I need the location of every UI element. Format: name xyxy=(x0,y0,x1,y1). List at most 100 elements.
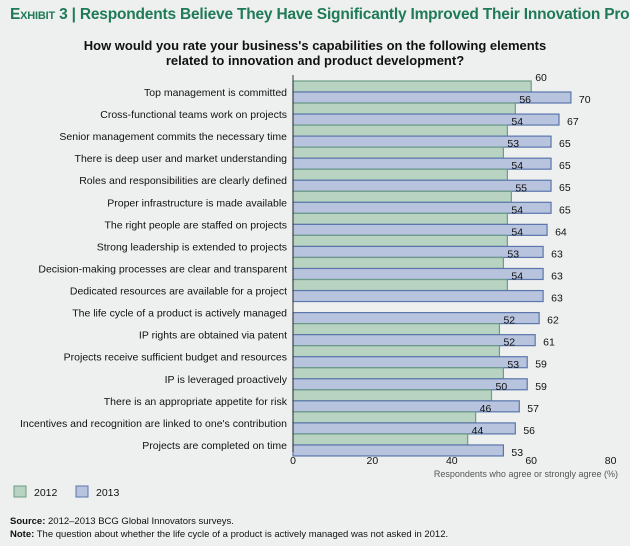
bar-2012 xyxy=(292,168,508,181)
category-label: Cross-functional teams work on projects xyxy=(100,109,287,121)
x-tick-label: 0 xyxy=(290,455,296,467)
data-label-2013: 65 xyxy=(559,138,571,150)
data-label-2012: 53 xyxy=(507,359,519,371)
data-label-2012: 56 xyxy=(519,94,531,106)
data-label-2013: 65 xyxy=(559,204,571,216)
data-label-2012: 54 xyxy=(511,271,523,283)
source-text: 2012–2013 BCG Global Innovators surveys. xyxy=(48,516,234,527)
legend-swatch-2013 xyxy=(75,485,89,498)
data-label-2013: 63 xyxy=(551,293,563,305)
note-line: Note: The question about whether the lif… xyxy=(10,529,448,540)
bar-2012 xyxy=(292,80,532,93)
category-label: Senior management commits the necessary … xyxy=(59,131,287,143)
category-label: IP is leveraged proactively xyxy=(165,374,288,386)
data-label-2013: 64 xyxy=(555,226,567,238)
data-label-2013: 65 xyxy=(559,182,571,194)
exhibit-title: Exhibit 3 | Respondents Believe They Hav… xyxy=(10,6,630,24)
legend-swatch-2012 xyxy=(13,485,27,498)
bar-2013 xyxy=(292,444,505,457)
bar-2013 xyxy=(292,289,544,303)
note-label: Note: xyxy=(10,529,35,540)
category-label: There is deep user and market understand… xyxy=(75,153,288,165)
bar-2012 xyxy=(292,323,501,336)
category-label: Roles and responsibilities are clearly d… xyxy=(79,175,287,187)
data-label-2012: 52 xyxy=(503,315,515,327)
data-label-2012: 54 xyxy=(511,160,523,172)
data-label-2012: 53 xyxy=(507,138,519,150)
category-label: There is an appropriate appetite for ris… xyxy=(104,396,288,408)
category-label: Projects receive sufficient budget and r… xyxy=(64,352,287,364)
subtitle-line2: related to innovation and product develo… xyxy=(165,53,465,68)
bar-2012 xyxy=(292,146,505,159)
bar-2013 xyxy=(292,223,548,236)
category-label: The right people are staffed on projects xyxy=(104,219,287,231)
note-text: The question about whether the life cycl… xyxy=(36,529,449,540)
bar-2013 xyxy=(292,334,536,347)
legend-label-2012: 2012 xyxy=(34,487,58,499)
data-label-2013: 70 xyxy=(579,94,591,106)
exhibit-number: Exhibit 3 xyxy=(10,6,68,23)
data-label-2013: 56 xyxy=(523,425,535,437)
x-tick-label: 40 xyxy=(446,455,458,467)
data-label-2013: 63 xyxy=(551,248,563,260)
data-label-2013: 59 xyxy=(535,381,547,393)
data-label-2013: 62 xyxy=(547,315,559,327)
x-axis-label: Respondents who agree or strongly agree … xyxy=(434,469,618,479)
source-label: Source: xyxy=(10,516,46,527)
bar-2013 xyxy=(292,245,544,259)
bar-2012 xyxy=(292,433,469,446)
bar-2013 xyxy=(292,378,528,391)
bar-2012 xyxy=(292,345,501,358)
data-label-2012: 55 xyxy=(515,182,527,194)
bar-2012 xyxy=(292,190,512,203)
bar-2012 xyxy=(292,212,508,225)
category-label: Dedicated resources are available for a … xyxy=(70,286,287,298)
x-tick-label: 80 xyxy=(605,455,617,467)
bar-2012 xyxy=(292,278,508,292)
bar-2012 xyxy=(292,389,493,402)
bar-2012 xyxy=(292,256,505,270)
category-label: Decision-making processes are clear and … xyxy=(38,263,287,275)
data-label-2013: 61 xyxy=(543,337,555,349)
source-line: Source: 2012–2013 BCG Global Innovators … xyxy=(10,516,234,527)
data-label-2012: 52 xyxy=(503,337,515,349)
data-label-2013: 67 xyxy=(567,116,579,128)
bar-2012 xyxy=(292,411,477,424)
subtitle-line1: How would you rate your business's capab… xyxy=(83,38,547,53)
bar-2012 xyxy=(292,367,505,380)
data-label-2013: 59 xyxy=(535,359,547,371)
data-label-2013: 57 xyxy=(527,403,539,415)
data-label-2012: 54 xyxy=(511,116,523,128)
category-label: The life cycle of a product is actively … xyxy=(72,308,287,320)
category-label: Incentives and recognition are linked to… xyxy=(20,418,287,430)
data-label-2012: 54 xyxy=(511,204,523,216)
category-label: Proper infrastructure is made available xyxy=(107,197,287,209)
data-label-2013: 53 xyxy=(511,447,523,459)
x-tick-label: 20 xyxy=(367,455,379,467)
legend-label-2013: 2013 xyxy=(96,487,120,499)
category-label: IP rights are obtained via patent xyxy=(139,330,287,342)
title-text: Respondents Believe They Have Significan… xyxy=(79,6,630,23)
bar-2012 xyxy=(292,124,508,137)
x-tick-label: 60 xyxy=(525,455,537,467)
data-label-2013: 65 xyxy=(559,160,571,172)
data-label-2012: 53 xyxy=(507,248,519,260)
bar-2013 xyxy=(292,356,528,369)
bar-2013 xyxy=(292,312,540,325)
data-label-2012: 46 xyxy=(480,403,492,415)
bar-2012 xyxy=(292,234,508,248)
chart-subtitle: How would you rate your business's capab… xyxy=(0,38,630,68)
category-label: Top management is committed xyxy=(144,87,287,99)
data-label-2012: 44 xyxy=(472,425,484,437)
bar-2013 xyxy=(292,267,544,281)
bar-2012 xyxy=(292,102,516,115)
data-label-2012: 60 xyxy=(535,72,547,84)
category-label: Strong leadership is extended to project… xyxy=(97,241,287,253)
bar-2013 xyxy=(292,179,552,192)
category-label: Projects are completed on time xyxy=(142,440,287,452)
data-label-2012: 54 xyxy=(511,226,523,238)
data-label-2013: 63 xyxy=(551,270,563,282)
data-label-2012: 50 xyxy=(496,381,508,393)
